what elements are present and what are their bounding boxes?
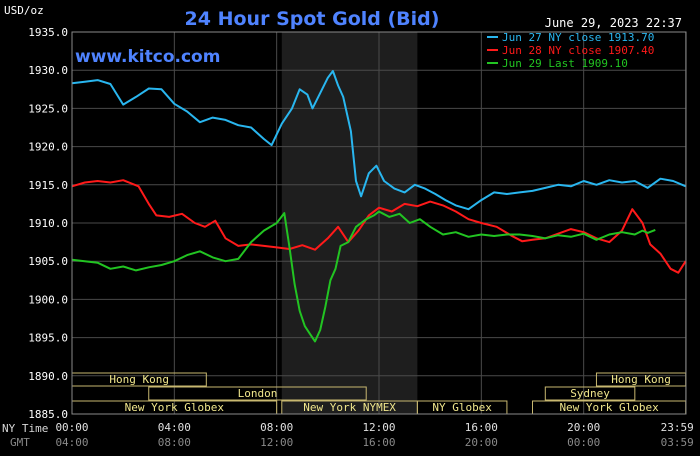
x-tick-label-gmt: 12:00 [260, 436, 293, 449]
units-label: USD/oz [4, 4, 44, 17]
x-tick-label-gmt: 16:00 [362, 436, 395, 449]
y-tick-label: 1925.0 [28, 102, 68, 115]
x-tick-label-ny: 08:00 [260, 421, 293, 434]
y-tick-label: 1915.0 [28, 179, 68, 192]
x-tick-label-ny: 20:00 [567, 421, 600, 434]
y-tick-label: 1900.0 [28, 293, 68, 306]
legend-entry: Jun 28 NY close 1907.40 [502, 44, 654, 57]
session-label: New York NYMEX [303, 401, 396, 414]
plot-frame [71, 31, 687, 415]
series-line [71, 179, 687, 274]
session-label: London [238, 387, 278, 400]
x-tick-label-gmt: 08:00 [158, 436, 191, 449]
x-tick-label-ny: 04:00 [158, 421, 191, 434]
y-tick-label: 1905.0 [28, 255, 68, 268]
x-tick-label-gmt: 04:00 [55, 436, 88, 449]
timestamp: June 29, 2023 22:37 [545, 16, 682, 30]
x-tick-label-ny: 23:59 [661, 421, 694, 434]
x-tick-label-gmt: 20:00 [465, 436, 498, 449]
x-tick-label-gmt: 03:59 [661, 436, 694, 449]
session-label: New York Globex [125, 401, 225, 414]
y-tick-label: 1910.0 [28, 217, 68, 230]
y-tick-label: 1930.0 [28, 64, 68, 77]
session-label: NY Globex [432, 401, 492, 414]
x-tick-label-ny: 16:00 [465, 421, 498, 434]
legend-entry: Jun 29 Last 1909.10 [502, 57, 628, 70]
session-label: Sydney [570, 387, 610, 400]
chart-title: 24 Hour Spot Gold (Bid) [185, 8, 440, 30]
x-tick-label-gmt: 00:00 [567, 436, 600, 449]
watermark-url: www.kitco.com [75, 47, 220, 67]
session-label: Hong Kong [109, 373, 169, 386]
session-label: Hong Kong [611, 373, 671, 386]
series-line [71, 210, 656, 343]
gmt-row-label: GMT [10, 436, 30, 449]
y-tick-label: 1890.0 [28, 370, 68, 383]
session-label: New York Globex [559, 401, 659, 414]
session-box [544, 386, 636, 401]
price-series [71, 70, 687, 343]
y-tick-label: 1920.0 [28, 141, 68, 154]
x-axis-ticks: 00:00 04:00 04:00 08:00 08:00 12:00 12:00 16:00… [55, 421, 693, 449]
x-tick-label-ny: 12:00 [362, 421, 395, 434]
session-box [148, 386, 367, 401]
y-tick-label: 1895.0 [28, 332, 68, 345]
ny-time-row-label: NY Time [2, 422, 48, 435]
series-line [71, 70, 687, 211]
y-axis-ticks: 1935.0 1930.0 1925.0 1920.0 1915.0 1910.0 1905… [28, 26, 68, 421]
y-tick-label: 1935.0 [28, 26, 68, 39]
x-tick-label-ny: 00:00 [55, 421, 88, 434]
legend-entry: Jun 27 NY close 1913.70 [502, 31, 654, 44]
y-tick-label: 1885.0 [28, 408, 68, 421]
